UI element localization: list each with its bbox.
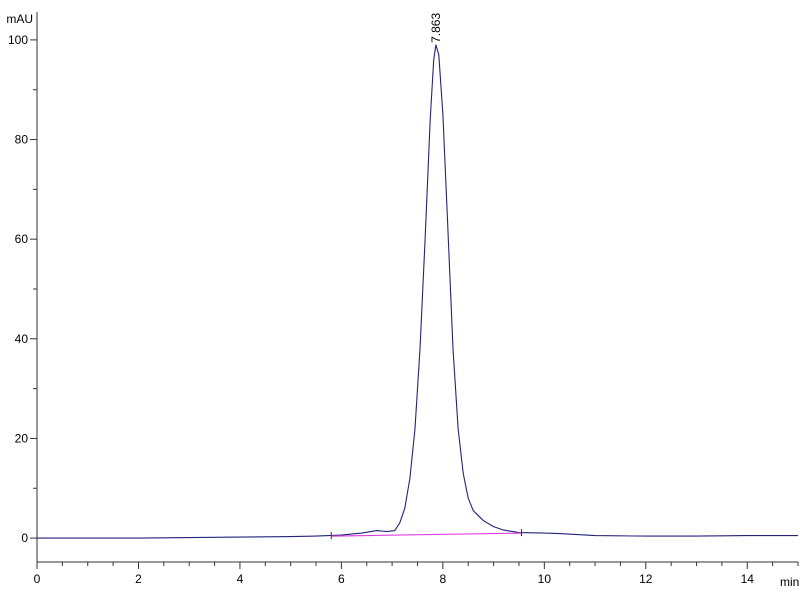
x-tick-label: 2 bbox=[135, 572, 142, 586]
y-tick-label: 80 bbox=[15, 133, 29, 147]
y-axis-label: mAU bbox=[6, 12, 33, 26]
y-tick-label: 40 bbox=[15, 332, 29, 346]
chromatogram-trace bbox=[37, 44, 798, 539]
y-tick-label: 0 bbox=[21, 531, 28, 545]
y-tick-label: 100 bbox=[8, 33, 28, 47]
peak-label: 7.863 bbox=[429, 13, 443, 43]
plot-area: 7.863 bbox=[37, 13, 798, 540]
x-tick-label: 12 bbox=[639, 572, 653, 586]
x-tick-label: 14 bbox=[741, 572, 755, 586]
x-tick-label: 10 bbox=[538, 572, 552, 586]
y-tick-label: 60 bbox=[15, 232, 29, 246]
x-tick-label: 8 bbox=[440, 572, 447, 586]
integration-baseline bbox=[331, 532, 522, 537]
x-axis-label: min bbox=[780, 575, 799, 589]
x-tick-label: 4 bbox=[237, 572, 244, 586]
x-tick-label: 0 bbox=[34, 572, 41, 586]
y-tick-label: 20 bbox=[15, 431, 29, 445]
x-tick-label: 6 bbox=[338, 572, 345, 586]
axes: 0 2 4 6 8 10 12 14 0 20 40 60 80 100 bbox=[8, 12, 799, 586]
